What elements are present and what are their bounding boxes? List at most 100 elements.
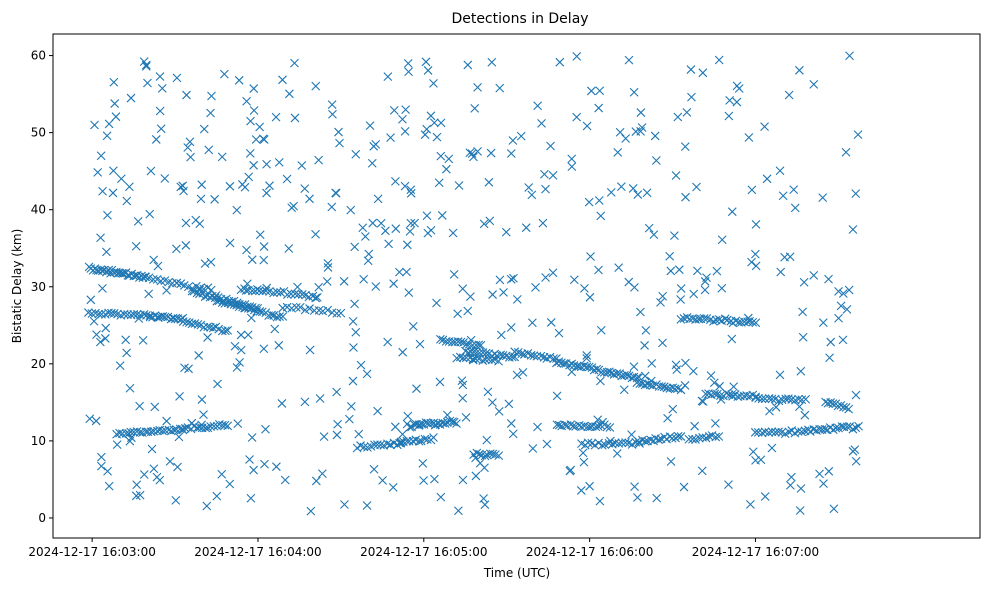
detection-marker <box>468 354 478 364</box>
detection-marker <box>276 288 285 297</box>
detection-marker <box>647 359 657 368</box>
detection-marker <box>585 292 595 302</box>
detection-marker <box>98 283 107 293</box>
detection-marker <box>801 394 811 404</box>
detection-marker <box>799 277 809 287</box>
detection-marker <box>204 145 214 155</box>
detection-marker <box>629 87 639 97</box>
detection-marker <box>461 353 471 362</box>
detection-marker <box>598 417 608 427</box>
detection-marker <box>751 261 761 271</box>
detection-marker <box>844 404 854 414</box>
detection-marker <box>688 434 697 444</box>
detection-marker <box>223 325 233 335</box>
detection-marker <box>100 334 110 343</box>
detection-marker <box>96 151 106 161</box>
detection-marker <box>594 265 603 275</box>
detection-marker <box>314 155 324 165</box>
detection-marker <box>354 429 364 439</box>
detection-marker <box>426 111 436 121</box>
detection-marker <box>255 286 264 296</box>
detection-marker <box>331 188 340 198</box>
detection-marker <box>833 401 843 411</box>
detection-marker <box>200 259 210 269</box>
detection-marker <box>734 84 744 93</box>
detection-marker <box>836 301 846 311</box>
detection-marker <box>340 500 349 509</box>
detection-marker <box>429 433 438 442</box>
detection-marker <box>396 438 406 448</box>
detection-marker <box>153 261 163 271</box>
detection-marker <box>110 99 120 108</box>
detection-marker <box>583 438 593 448</box>
detection-marker <box>504 399 514 409</box>
detection-marker <box>727 207 737 217</box>
detection-marker <box>262 159 271 169</box>
detection-marker <box>576 486 586 495</box>
detection-marker <box>673 431 683 441</box>
detection-marker <box>711 418 720 428</box>
detection-marker <box>328 109 337 119</box>
detection-marker <box>293 290 303 299</box>
x-tick-label: 2024-12-17 16:07:00 <box>692 545 819 559</box>
detection-marker <box>249 106 259 115</box>
detection-marker <box>349 343 358 352</box>
detection-marker <box>244 172 254 182</box>
detection-marker <box>359 442 369 452</box>
detection-marker <box>138 335 148 345</box>
detection-marker <box>483 387 493 397</box>
detection-marker <box>676 314 686 324</box>
detection-marker <box>97 309 106 319</box>
detection-marker <box>461 412 471 422</box>
detection-marker <box>429 78 438 88</box>
detection-marker <box>405 422 415 432</box>
detection-marker <box>642 188 652 198</box>
detection-marker <box>384 239 394 249</box>
detection-marker <box>365 121 375 131</box>
detection-marker <box>145 209 155 219</box>
detection-marker <box>181 218 191 228</box>
detection-marker <box>391 224 401 234</box>
detection-marker <box>389 279 399 289</box>
detection-marker <box>680 381 690 390</box>
detection-marker <box>406 218 416 228</box>
detection-marker <box>149 255 159 265</box>
detection-marker <box>171 495 181 505</box>
detection-marker <box>714 432 724 441</box>
detection-marker <box>751 318 761 328</box>
detection-marker <box>332 309 342 318</box>
detection-marker <box>657 382 667 391</box>
detection-marker <box>512 295 522 304</box>
detection-marker <box>694 433 704 443</box>
detection-marker <box>381 226 390 236</box>
detection-marker <box>358 223 368 233</box>
detection-marker <box>640 371 650 381</box>
detection-marker <box>800 410 810 420</box>
detection-marker <box>757 428 767 438</box>
detection-marker <box>406 188 416 198</box>
detection-marker <box>98 186 107 196</box>
detection-marker <box>395 267 404 277</box>
detection-marker <box>423 228 433 238</box>
detection-marker <box>400 181 410 191</box>
detection-marker <box>627 430 636 440</box>
detection-marker <box>134 314 144 323</box>
detection-marker <box>125 383 135 393</box>
detection-marker <box>681 192 690 202</box>
detection-marker <box>606 436 615 446</box>
detection-marker <box>697 396 707 406</box>
x-tick-label: 2024-12-17 16:04:00 <box>194 545 321 559</box>
detection-marker <box>652 493 662 503</box>
detection-marker <box>795 506 805 515</box>
detection-marker <box>633 190 643 199</box>
detection-marker <box>96 452 106 462</box>
detection-marker <box>684 434 694 444</box>
detection-marker <box>109 308 119 318</box>
detection-marker <box>529 351 539 360</box>
detection-marker <box>91 416 101 426</box>
detection-marker <box>692 182 701 192</box>
detection-marker <box>746 499 755 509</box>
detection-marker <box>402 267 411 277</box>
detection-marker <box>182 317 191 327</box>
detection-marker <box>141 60 151 70</box>
